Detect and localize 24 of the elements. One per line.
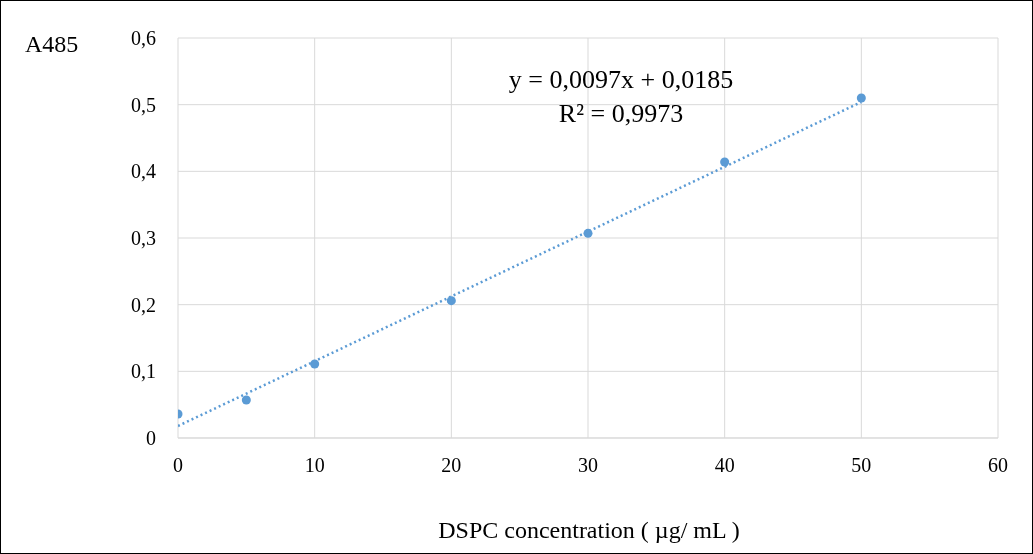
x-tick-label: 30: [578, 454, 598, 477]
x-tick-label: 50: [851, 454, 872, 477]
point: [241, 395, 251, 405]
annotation: R² = 0,9973: [558, 99, 684, 128]
y-tick-label: 0,5: [131, 93, 156, 116]
y-axis-title: A485: [25, 31, 79, 57]
x-tick-label: 0: [173, 454, 183, 477]
annotation: y = 0,0097x + 0,0185: [508, 65, 734, 94]
y-tick-label: 0,2: [131, 293, 156, 316]
point: [856, 93, 866, 103]
x-tick-label: 10: [304, 454, 325, 477]
x-tick-label: 60: [988, 454, 1008, 477]
y-tick-label: 0,1: [131, 360, 156, 383]
point: [310, 359, 320, 369]
point: [720, 157, 730, 167]
x-tick-label: 40: [714, 454, 735, 477]
y-tick-label: 0: [146, 427, 156, 450]
point: [446, 296, 456, 306]
point: [583, 228, 593, 238]
y-tick-label: 0,4: [131, 160, 156, 183]
y-tick-label: 0,6: [131, 27, 156, 50]
x-tick-label: 20: [441, 454, 462, 477]
y-tick-label: 0,3: [131, 227, 156, 250]
x-axis-title: DSPC concentration ( µg/ mL ): [438, 517, 740, 543]
